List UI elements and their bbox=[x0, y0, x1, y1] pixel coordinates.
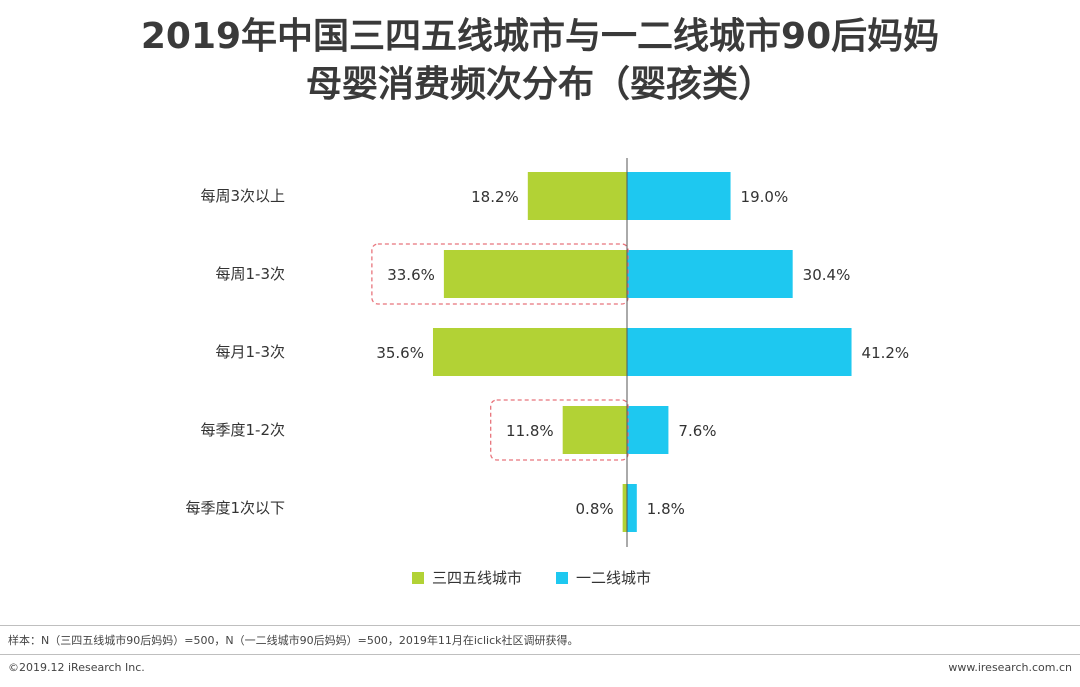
legend-swatch-right bbox=[556, 572, 568, 584]
legend-label-right: 一二线城市 bbox=[576, 569, 651, 587]
bar-left-series bbox=[443, 250, 627, 298]
website: www.iresearch.com.cn bbox=[948, 661, 1072, 674]
data-label-right: 41.2% bbox=[862, 344, 910, 362]
copyright: ©2019.12 iResearch Inc. bbox=[8, 661, 145, 674]
category-label: 每周3次以上 bbox=[200, 187, 285, 205]
bar-right-series bbox=[627, 484, 637, 532]
bar-right-series bbox=[627, 406, 669, 454]
data-label-left: 0.8% bbox=[576, 500, 614, 518]
data-label-left: 33.6% bbox=[387, 266, 435, 284]
category-label: 每月1-3次 bbox=[216, 343, 286, 361]
data-label-left: 11.8% bbox=[506, 422, 554, 440]
data-label-right: 7.6% bbox=[678, 422, 716, 440]
bar-right-series bbox=[627, 328, 852, 376]
bar-left-series bbox=[562, 406, 627, 454]
highlight-box bbox=[371, 243, 629, 305]
data-label-right: 30.4% bbox=[803, 266, 851, 284]
category-label: 每季度1-2次 bbox=[201, 421, 286, 439]
data-label-right: 1.8% bbox=[647, 500, 685, 518]
diverging-bar-chart: 每周3次以上 18.2% 19.0% 每周1-3次 33.6% 30.4% 每月1-3次 35… bbox=[185, 158, 910, 587]
chart-title-line-1: 2019年中国三四五线城市与一二线城市90后妈妈 bbox=[140, 16, 940, 57]
bar-left-series bbox=[432, 328, 627, 376]
data-label-right: 19.0% bbox=[741, 188, 789, 206]
highlight-box bbox=[490, 399, 629, 461]
legend-swatch-left bbox=[412, 572, 424, 584]
category-label: 每周1-3次 bbox=[216, 265, 286, 283]
note-divider bbox=[0, 625, 1080, 626]
sample-note: 样本：N（三四五线城市90后妈妈）=500，N（一二线城市90后妈妈）=500，… bbox=[8, 634, 579, 647]
bar-right-series bbox=[627, 172, 731, 220]
footer-divider bbox=[0, 654, 1080, 655]
bar-left-series bbox=[622, 484, 627, 532]
legend: 三四五线城市 一二线城市 bbox=[412, 569, 651, 587]
data-label-left: 18.2% bbox=[471, 188, 519, 206]
legend-label-left: 三四五线城市 bbox=[432, 569, 522, 587]
category-label: 每季度1次以下 bbox=[185, 499, 285, 517]
bar-left-series bbox=[527, 172, 627, 220]
chart-title-line-2: 母婴消费频次分布（婴孩类） bbox=[305, 64, 774, 105]
data-label-left: 35.6% bbox=[376, 344, 424, 362]
bar-right-series bbox=[627, 250, 793, 298]
